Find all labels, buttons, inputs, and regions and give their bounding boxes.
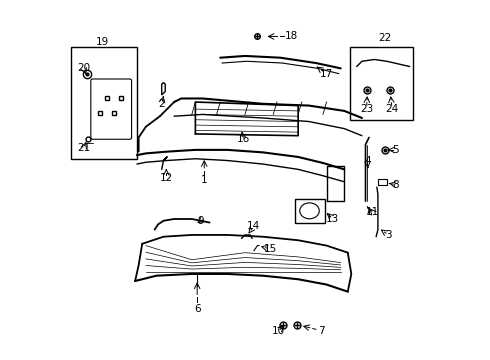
Text: 18: 18 [285, 31, 298, 41]
Bar [378, 179, 387, 185]
Text: 9: 9 [197, 216, 204, 226]
Text: 22: 22 [378, 33, 392, 43]
Text: 11: 11 [366, 207, 379, 217]
Text: 20: 20 [77, 63, 90, 73]
Text: 15: 15 [264, 244, 277, 254]
Bar [72, 47, 137, 159]
Text: 14: 14 [247, 221, 261, 231]
Text: 21: 21 [77, 143, 90, 153]
Text: 4: 4 [364, 156, 370, 166]
Text: 2: 2 [158, 99, 165, 109]
Text: 5: 5 [392, 145, 399, 155]
Bar [294, 199, 325, 222]
Text: 1: 1 [201, 175, 208, 185]
Text: 16: 16 [237, 134, 250, 144]
Text: 24: 24 [386, 104, 399, 114]
Text: 23: 23 [360, 104, 373, 114]
Text: 10: 10 [272, 326, 285, 336]
Text: 13: 13 [326, 214, 340, 224]
Text: 7: 7 [318, 326, 324, 336]
Text: 17: 17 [320, 69, 333, 79]
Text: 8: 8 [392, 180, 399, 190]
Bar [349, 47, 414, 120]
Text: 3: 3 [385, 230, 392, 240]
Text: 19: 19 [96, 37, 109, 47]
Text: 6: 6 [194, 304, 200, 314]
Text: 12: 12 [160, 173, 173, 183]
